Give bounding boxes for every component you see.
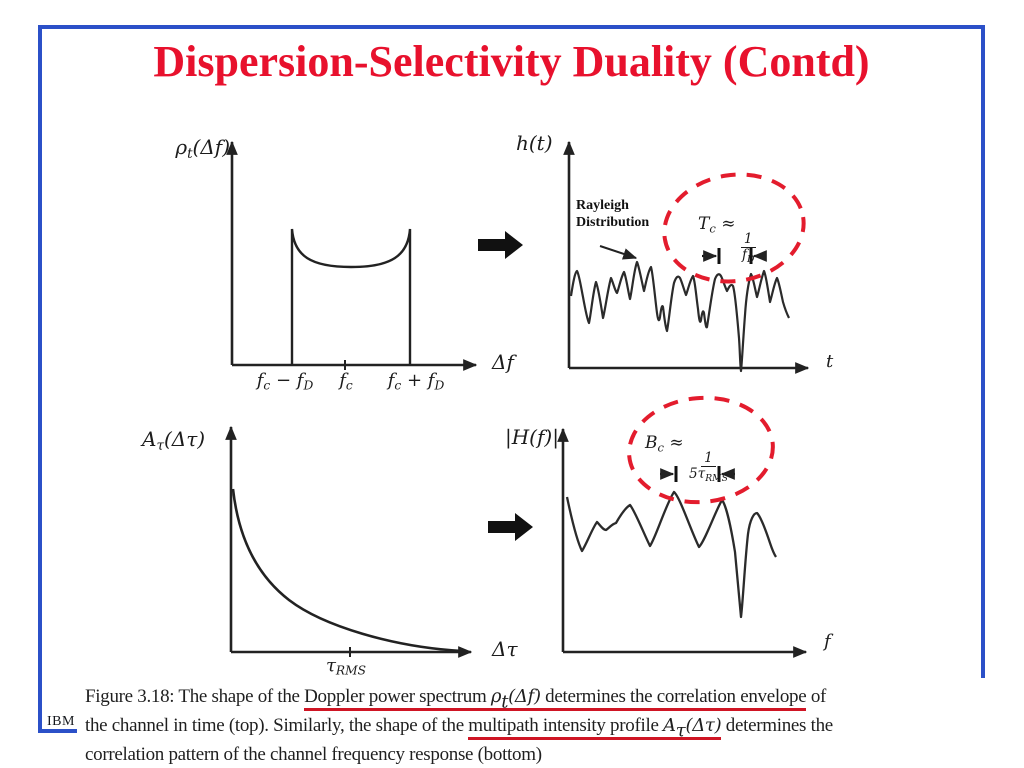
tc-formula: Tc ≈ 1 fD <box>698 215 756 265</box>
duality-arrow-bottom <box>488 513 533 541</box>
delay-tick-taurms: τRMS <box>325 655 367 678</box>
coherence-bandwidth-ellipse <box>627 395 775 505</box>
caption-line-2: the channel in time (top). Similarly, th… <box>85 715 833 742</box>
tc-formula-numerator: 1 <box>740 231 756 248</box>
time-xlabel: t <box>826 351 834 372</box>
bc-formula-numerator: 1 <box>701 450 716 467</box>
tc-dimension-arrows <box>702 248 767 264</box>
freq-xlabel: f <box>824 631 831 652</box>
bc-formula-lhs: Bc ≈ <box>645 433 690 455</box>
rayleigh-pointer-arrow <box>599 245 638 260</box>
tc-formula-lhs: Tc ≈ <box>698 214 741 236</box>
caption-line-1: Figure 3.18: The shape of the Doppler po… <box>85 686 827 713</box>
caption-line-3: correlation pattern of the channel frequ… <box>85 744 542 765</box>
doppler-tick-fc: fc <box>339 370 353 393</box>
time-fading-curve <box>569 260 790 373</box>
delay-exp-curve <box>231 488 463 653</box>
delay-ylabel: Aτ(Δτ) <box>142 427 206 455</box>
time-ylabel: h(t) <box>516 131 553 155</box>
bc-formula-denominator: 5τRMS <box>689 465 728 484</box>
freq-ylabel: |H(f)| <box>505 425 559 449</box>
freq-fading-plot <box>557 427 808 658</box>
page-title: Dispersion-Selectivity Duality (Contd) <box>153 37 870 86</box>
delay-profile-plot <box>225 425 473 658</box>
rayleigh-annotation-line2: Distribution <box>576 215 650 230</box>
bc-dimension-arrows <box>660 466 735 482</box>
delay-xlabel: Δτ <box>492 637 518 661</box>
coherence-time-ellipse <box>662 172 806 284</box>
bc-formula-fraction: 1 5τRMS <box>689 450 728 484</box>
doppler-tick-fc-plus-fd: fc + fD <box>387 370 445 393</box>
doppler-tick-fc-minus-fd: fc − fD <box>256 370 314 393</box>
duality-arrow-top <box>478 231 523 259</box>
rayleigh-annotation: Rayleigh Distribution <box>576 197 649 231</box>
tc-formula-denominator: fD <box>741 246 755 265</box>
caption-mask <box>77 678 1024 768</box>
doppler-plot <box>226 140 478 371</box>
freq-fading-curve <box>565 490 777 619</box>
doppler-ylabel: ρt(Δf) <box>175 135 230 163</box>
tc-formula-fraction: 1 fD <box>740 231 756 265</box>
rayleigh-annotation-line1: Rayleigh <box>576 198 629 213</box>
bc-formula: Bc ≈ 1 5τRMS <box>645 434 728 484</box>
time-fading-plot <box>563 140 810 374</box>
ibm-logo: IBM <box>47 714 75 729</box>
doppler-xlabel: Δf <box>492 350 514 374</box>
doppler-bathtub-curve <box>290 228 412 365</box>
